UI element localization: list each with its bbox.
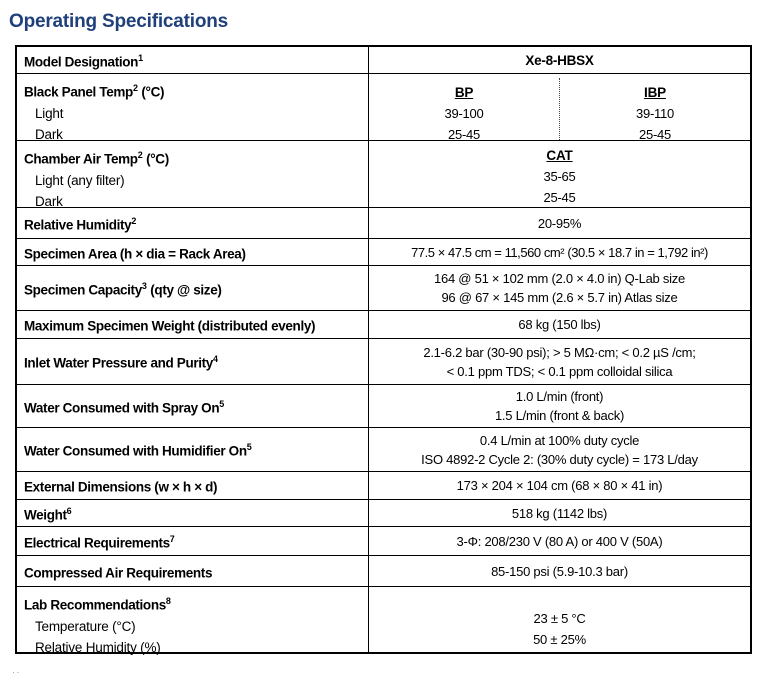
spec-value: 2.1-6.2 bar (30-90 psi); > 5 MΩ·cm; < 0.…	[423, 344, 696, 379]
spec-value: 20-95%	[537, 215, 582, 231]
bp-column: BP 39-100 25-45	[369, 78, 560, 142]
spec-label: Black Panel Temp2 (°C) Light Dark	[17, 74, 369, 142]
spec-label: Electrical Requirements7	[17, 527, 369, 555]
page-title: Operating Specifications	[9, 11, 229, 32]
spec-label: Model Designation1	[17, 47, 369, 73]
spec-value: CAT 35-65 25-45	[369, 141, 750, 207]
spec-label: Compressed Air Requirements	[17, 556, 369, 586]
table-row-relative-humidity: Relative Humidity2 20-95%	[17, 207, 750, 238]
table-row-lab-recommendations: Lab Recommendations8 Temperature (°C) Re…	[17, 586, 750, 655]
table-row-chamber-air-temp: Chamber Air Temp2 (°C) Light (any filter…	[17, 140, 750, 209]
table-row-specimen-area: Specimen Area (h × dia = Rack Area) 77.5…	[17, 238, 750, 265]
spec-label: Water Consumed with Humidifier On5	[17, 428, 369, 471]
table-row-weight: Weight6 518 kg (1142 lbs)	[17, 499, 750, 526]
bp-header: BP	[454, 85, 474, 100]
spec-label: Chamber Air Temp2 (°C) Light (any filter…	[17, 141, 369, 209]
sub-label-temperature: Temperature (°C)	[35, 618, 136, 634]
spec-value: BP 39-100 25-45 IBP 39-110 25-45	[369, 74, 750, 142]
spec-value: 1.0 L/min (front) 1.5 L/min (front & bac…	[494, 389, 625, 423]
spec-label: Lab Recommendations8 Temperature (°C) Re…	[17, 587, 369, 655]
table-row-electrical: Electrical Requirements7 3-Φ: 208/230 V …	[17, 526, 750, 555]
sub-label-relative-humidity: Relative Humidity (%)	[35, 639, 161, 655]
spec-label: Maximum Specimen Weight (distributed eve…	[17, 311, 369, 338]
ibp-column: IBP 39-110 25-45	[560, 78, 750, 142]
cat-header: CAT	[546, 148, 573, 163]
ibp-header: IBP	[644, 85, 666, 100]
sub-label-light: Light	[35, 105, 64, 121]
spec-value: 77.5 × 47.5 cm = 11,560 cm² (30.5 × 18.7…	[411, 244, 708, 260]
table-row-water-spray: Water Consumed with Spray On5 1.0 L/min …	[17, 384, 750, 427]
spec-value: 173 × 204 × 104 cm (68 × 80 × 41 in)	[456, 478, 663, 493]
spec-value: 0.4 L/min at 100% duty cycle ISO 4892-2 …	[421, 432, 698, 467]
spec-label: Relative Humidity2	[17, 208, 369, 238]
table-row-max-specimen-weight: Maximum Specimen Weight (distributed eve…	[17, 310, 750, 338]
table-row-model-designation: Model Designation1 Xe-8-HBSX	[17, 47, 750, 73]
spec-label: External Dimensions (w × h × d)	[17, 472, 369, 499]
spec-label: Specimen Capacity3 (qty @ size)	[17, 266, 369, 310]
spec-value: 23 ± 5 °C 50 ± 25%	[533, 611, 586, 647]
spec-label: Specimen Area (h × dia = Rack Area)	[17, 239, 369, 265]
spec-label: Inlet Water Pressure and Purity4	[17, 339, 369, 384]
footnote-fragment: ··	[12, 668, 22, 677]
table-row-external-dimensions: External Dimensions (w × h × d) 173 × 20…	[17, 471, 750, 499]
spec-value: 85-150 psi (5.9-10.3 bar)	[491, 563, 628, 579]
sub-label-dark: Dark	[35, 193, 63, 209]
spec-value: 68 kg (150 lbs)	[518, 317, 601, 332]
table-row-water-humidifier: Water Consumed with Humidifier On5 0.4 L…	[17, 427, 750, 471]
spec-value: 3-Φ: 208/230 V (80 A) or 400 V (50A)	[456, 533, 663, 549]
table-row-specimen-capacity: Specimen Capacity3 (qty @ size) 164 @ 51…	[17, 265, 750, 310]
sub-label-light-any-filter: Light (any filter)	[35, 172, 125, 188]
operating-specifications-table: Model Designation1 Xe-8-HBSX Black Panel…	[15, 45, 752, 655]
spec-value: 164 @ 51 × 102 mm (2.0 × 4.0 in) Q-Lab s…	[433, 271, 686, 305]
spec-label: Weight6	[17, 500, 369, 526]
spec-label: Water Consumed with Spray On5	[17, 385, 369, 427]
table-row-black-panel-temp: Black Panel Temp2 (°C) Light Dark BP 39-…	[17, 73, 750, 142]
table-row-inlet-water: Inlet Water Pressure and Purity4 2.1-6.2…	[17, 338, 750, 384]
table-row-compressed-air: Compressed Air Requirements 85-150 psi (…	[17, 555, 750, 586]
spec-value: 518 kg (1142 lbs)	[511, 505, 608, 521]
spec-value: Xe-8-HBSX	[525, 52, 594, 68]
sub-label-dark: Dark	[35, 126, 63, 142]
